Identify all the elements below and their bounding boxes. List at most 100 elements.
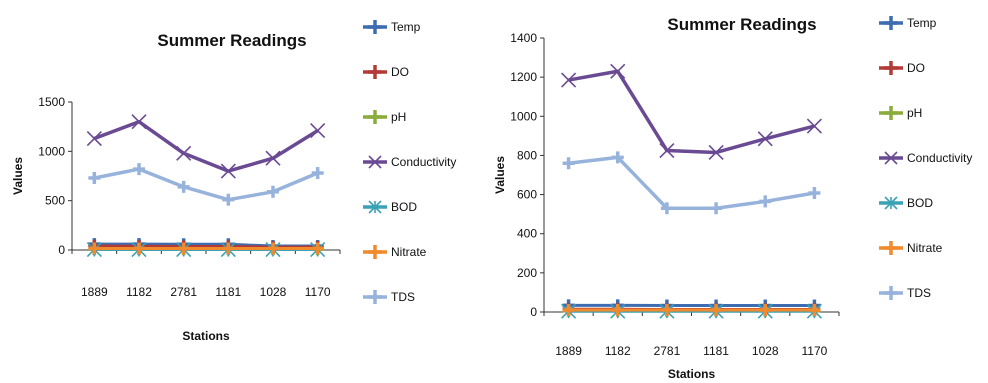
data-point-conductivity [659,142,675,159]
data-point-nitrate [177,242,190,255]
legend-item-conductivity: Conductivity [363,155,456,169]
data-point-conductivity [86,130,102,147]
line-chart-right: Summer Readings 0 200 400 600 800 1000 1200 1400… [494,15,972,381]
legend-item-conductivity: Conductivity [879,151,972,165]
legend-marker-nitrate [368,245,382,259]
series-line-conductivity [93,119,319,173]
legend-marker-bod [368,200,382,214]
data-point-tds [222,193,235,206]
legend-marker-do [368,65,382,79]
x-tick-label: 1170 [305,285,331,299]
y-axis-title: Values [11,157,25,195]
y-tick-label: 1500 [38,95,65,109]
legend-item-ph: pH [363,110,406,124]
legend-item-ph: pH [879,106,922,120]
y-tick-label: 0 [58,243,65,257]
legend-item-nitrate: Nitrate [363,245,427,259]
legend-label: Temp [907,16,937,30]
data-point-conductivity [131,114,147,130]
x-tick-label: 1028 [752,344,779,358]
legend-label: Nitrate [391,245,427,259]
data-point-tds [562,157,575,170]
legend-marker-conductivity-d2 [884,151,898,165]
data-point-conductivity [265,150,281,166]
data-point-tds [267,185,279,198]
data-point-nitrate [759,304,772,317]
series-line-tds [568,155,815,211]
data-point-conductivity [310,123,326,139]
x-tick-label: 2781 [170,285,197,299]
x-axis-title: Stations [182,329,230,343]
legend-marker-temp [368,20,382,34]
x-tick-label: 1182 [605,344,631,358]
legend-item-bod: BOD [363,200,417,214]
data-point-conductivity [806,118,822,134]
chart-panel-left: Summer Readings 0 500 1000 1500 1889 1182 2781 1… [11,20,456,343]
y-tick-label: 1400 [510,31,537,45]
legend-marker-ph [368,110,382,124]
data-point-nitrate [808,304,821,317]
legend: Temp DO pH Conductivity BOD Nitrate TDS [363,20,456,304]
legend-label: Conductivity [391,155,456,169]
legend-label: Conductivity [907,151,972,165]
x-tick-label: 1181 [215,285,241,299]
data-point-nitrate [660,304,673,317]
legend-label: TDS [391,290,415,304]
y-tick-label: 1200 [510,70,537,84]
legend-marker-tds [368,290,382,304]
y-tick-label: 500 [45,194,65,208]
legend-item-temp: Temp [879,16,937,30]
legend-label: Temp [391,20,421,34]
data-point-nitrate [710,304,723,317]
data-point-conductivity-d2 [659,142,675,159]
data-point-conductivity-d2 [806,118,822,134]
data-point-nitrate [311,242,324,255]
y-tick-label: 600 [517,188,537,202]
legend-item-tds: TDS [879,286,931,300]
data-point-conductivity [561,72,577,88]
data-point-tds [133,163,145,176]
y-tick-label: 1000 [38,144,65,158]
data-point-tds [710,202,723,215]
data-point-nitrate [222,242,235,255]
line-chart-left: Summer Readings 0 500 1000 1500 1889 1182 2781 1… [11,20,456,343]
data-point-conductivity [610,63,626,79]
legend-label: BOD [391,200,417,214]
legend: Temp DO pH Conductivity BOD Nitrate TDS [879,16,972,300]
legend-marker-conductivity-d2 [368,155,382,169]
legend-marker-bod [884,196,898,210]
legend-label: DO [391,65,409,79]
data-point-tds [759,195,772,208]
legend-item-bod: BOD [879,196,933,210]
data-point-nitrate [133,242,145,255]
legend-marker-ph [884,106,898,120]
data-point-nitrate [611,304,624,317]
y-tick-label: 800 [517,148,537,162]
data-point-conductivity-d2 [265,150,281,166]
data-point-conductivity [757,131,773,147]
y-tick-label: 200 [517,266,537,280]
data-point-conductivity [220,163,236,179]
x-tick-label: 1170 [802,344,828,358]
data-point-conductivity-d2 [610,63,626,79]
legend-label: pH [391,110,406,124]
chart-title: Summer Readings [157,31,306,50]
legend-label: pH [907,106,922,120]
legend-marker-temp [884,16,898,30]
legend-item-do: DO [363,65,409,79]
legend-marker-tds [884,286,898,300]
data-point-tds [808,187,821,200]
legend-item-nitrate: Nitrate [879,241,943,255]
legend-marker-nitrate [884,241,898,255]
legend-marker-conductivity [368,155,382,169]
data-point-conductivity-d2 [131,114,147,130]
x-axis-title: Stations [668,367,716,381]
legend-item-tds: TDS [363,290,415,304]
legend-label: BOD [907,196,933,210]
legend-label: DO [907,61,925,75]
x-tick-label: 1889 [555,344,582,358]
data-point-conductivity-d2 [708,144,724,161]
data-point-conductivity-d2 [86,130,102,147]
data-point-conductivity-d2 [757,131,773,147]
legend-item-temp: Temp [363,20,421,34]
